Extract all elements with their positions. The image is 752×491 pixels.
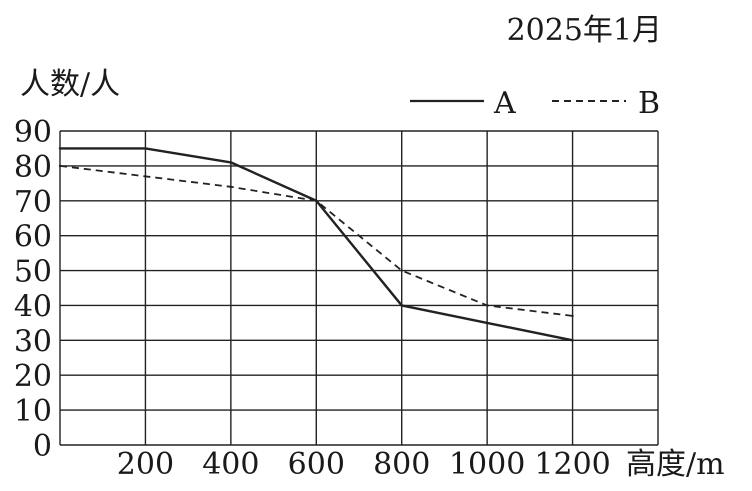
data-point-a xyxy=(58,147,62,150)
x-tick-label: 1200 xyxy=(534,447,610,482)
y-tick-label: 40 xyxy=(14,289,52,324)
y-tick-label: 90 xyxy=(14,115,52,150)
x-axis-label: 高度/m xyxy=(626,447,725,482)
series-lines xyxy=(58,147,574,342)
legend-label-b: B xyxy=(638,86,660,121)
y-tick-label: 20 xyxy=(14,359,52,394)
x-tick-label: 200 xyxy=(117,447,174,482)
data-point-a xyxy=(571,339,574,342)
y-tick-label: 70 xyxy=(14,185,52,220)
y-tick-label: 60 xyxy=(14,220,52,255)
data-point-b xyxy=(571,314,574,318)
chart-title: 2025年1月 xyxy=(507,13,662,48)
data-point-b xyxy=(400,269,403,272)
x-tick-label: 600 xyxy=(288,447,345,482)
data-point-a xyxy=(485,321,489,325)
data-point-a xyxy=(144,147,147,150)
y-tick-label: 50 xyxy=(14,255,52,290)
legend: A B xyxy=(410,86,660,121)
data-point-b xyxy=(229,185,233,189)
data-point-b xyxy=(58,164,62,168)
data-point-b xyxy=(485,304,489,307)
grid xyxy=(59,130,659,446)
x-tick-label: 800 xyxy=(373,447,430,482)
data-point-b xyxy=(144,175,147,178)
x-tick-label: 400 xyxy=(202,447,259,482)
x-tick-labels: 200 400 600 800 1000 1200 xyxy=(117,447,611,482)
data-point-a xyxy=(400,304,403,307)
y-tick-label: 80 xyxy=(14,150,52,185)
y-axis-label: 人数/人 xyxy=(20,67,120,102)
data-point-b xyxy=(315,199,318,202)
y-tick-label: 10 xyxy=(14,394,52,429)
y-tick-label: 30 xyxy=(14,324,52,359)
x-tick-label: 1000 xyxy=(449,447,525,482)
y-tick-label: 0 xyxy=(33,429,52,464)
data-point-a xyxy=(229,161,233,164)
legend-label-a: A xyxy=(493,86,516,121)
